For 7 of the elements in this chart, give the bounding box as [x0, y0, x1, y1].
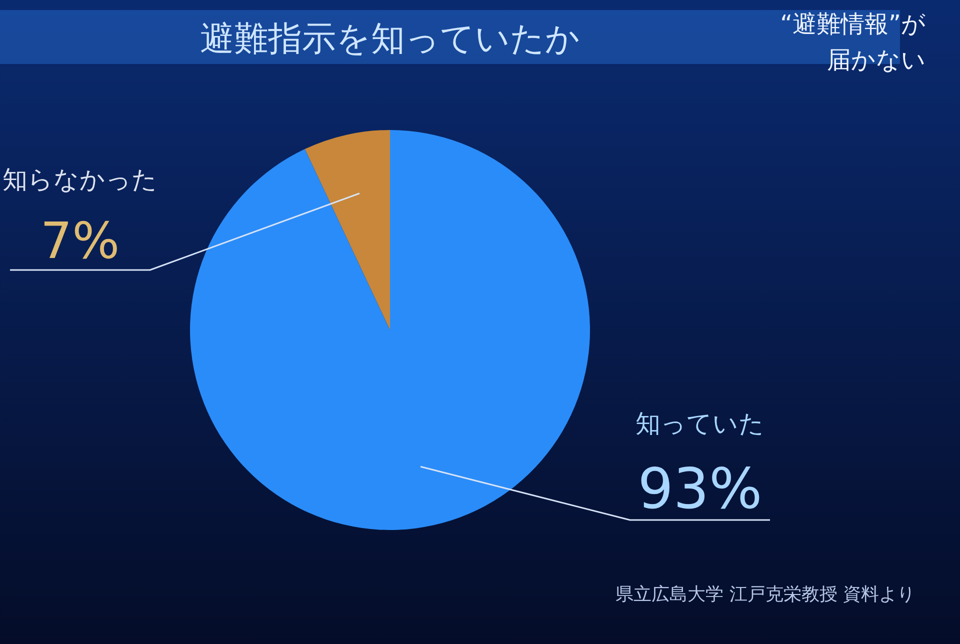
text: “避難情報”が届かない	[780, 10, 926, 74]
data-label: 7%	[40, 212, 120, 270]
data-label: 93%	[638, 457, 762, 522]
chart-title: 避難指示を知っていたか	[200, 19, 580, 59]
slice-label: 知っていた	[636, 409, 764, 438]
slice-label: 知らなかった	[2, 165, 158, 194]
text: 県立広島大学 江戸克栄教授 資料より	[616, 584, 915, 605]
